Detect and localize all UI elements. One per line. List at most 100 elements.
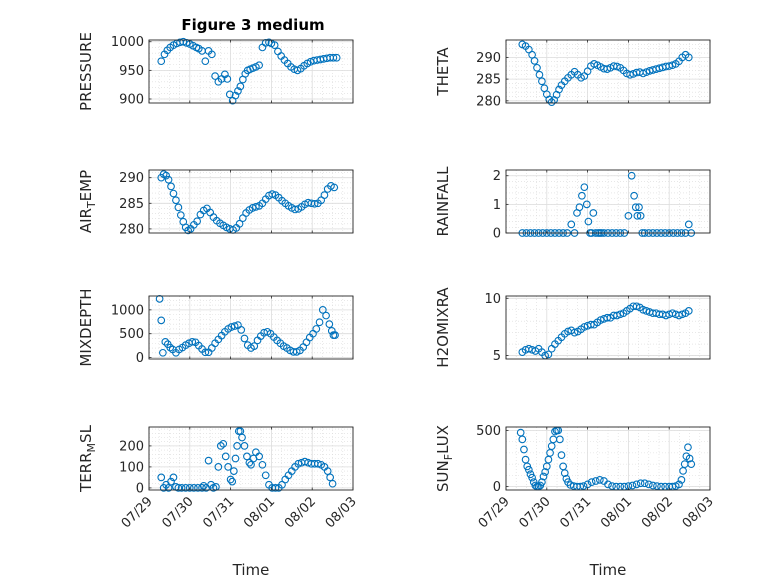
data-point: [157, 316, 166, 325]
data-point: [294, 459, 303, 468]
subplot-5: 0 500 1000 MIXDEPTH: [77, 288, 354, 367]
data-point: [185, 484, 194, 492]
data-point: [157, 57, 166, 66]
x-tick-label: 07/31: [200, 494, 237, 531]
data-point: [312, 325, 321, 333]
data-point: [580, 323, 589, 331]
axes-box: [148, 39, 354, 104]
x-tick-label: 07/29: [476, 494, 513, 531]
y-tick-label: 900: [119, 92, 144, 107]
data-point: [169, 189, 178, 198]
data-point: [326, 473, 335, 482]
data-point: [166, 343, 175, 352]
x-tick-label: 08/01: [241, 494, 278, 531]
data-point: [234, 87, 242, 95]
data-point: [230, 467, 238, 475]
data-point: [684, 307, 693, 315]
data-point: [582, 200, 591, 209]
data-point: [228, 477, 237, 486]
data-point: [567, 220, 576, 229]
data-point: [644, 480, 653, 489]
data-point: [270, 41, 279, 50]
data-point: [584, 217, 593, 226]
data-point: [547, 98, 556, 106]
data-point: [261, 471, 270, 480]
data-point: [255, 61, 264, 70]
data-point: [318, 305, 327, 314]
data-point: [179, 37, 188, 46]
axes-background: [506, 170, 710, 233]
data-point: [172, 196, 180, 205]
data-point: [181, 484, 190, 492]
data-point: [541, 468, 550, 476]
data-point: [533, 63, 541, 72]
data-point: [630, 191, 638, 200]
y-tick-label: 280: [119, 222, 144, 237]
data-point: [169, 473, 178, 482]
data-point: [626, 70, 634, 79]
data-point: [330, 183, 339, 192]
data-point: [570, 328, 579, 337]
data-point: [167, 477, 175, 486]
data-point: [258, 460, 267, 469]
data-point: [199, 481, 208, 490]
data-point: [687, 460, 696, 468]
data-point: [252, 203, 260, 211]
data-point: [250, 342, 259, 350]
y-tick-label: 1000: [111, 303, 144, 318]
data-point: [603, 313, 612, 322]
axes-box: [505, 39, 711, 104]
y-tick-label: 280: [476, 94, 501, 109]
data-point: [520, 445, 528, 454]
data-point: [315, 318, 324, 327]
data-point: [221, 70, 229, 79]
data-point: [174, 203, 183, 212]
x-tick-label: 07/31: [557, 494, 594, 531]
data-point: [528, 473, 536, 482]
x-axis-label: Time: [232, 561, 270, 579]
data-point: [193, 217, 201, 226]
data-point: [635, 203, 643, 212]
y-axis-label-main: AIR: [77, 208, 95, 233]
y-tick-label: 0: [136, 481, 144, 496]
data-point: [684, 53, 693, 62]
data-point: [627, 171, 636, 180]
data-point: [207, 50, 216, 59]
y-axis-label: AIRTEMP: [77, 170, 98, 233]
subplot-3: 280 285 290 AIRTEMP: [77, 169, 354, 237]
data-point: [245, 458, 254, 467]
axes-background: [506, 296, 710, 359]
y-axis-label-subscript: M: [85, 443, 98, 453]
data-point: [531, 481, 540, 490]
data-point: [233, 442, 241, 450]
data-point: [579, 482, 588, 490]
data-point: [636, 479, 645, 488]
y-axis-label: RAINFALL: [434, 166, 452, 237]
data-point: [535, 70, 544, 79]
y-tick-label: 0: [493, 227, 501, 242]
data-point: [221, 452, 230, 461]
y-tick-label: 0: [136, 351, 144, 366]
data-point: [325, 320, 334, 329]
y-axis-label-rest: SL: [77, 424, 95, 443]
data-point: [557, 451, 566, 459]
subplot-8: 0 500 07/29 07/30 07/31 08/01 08/02 08/03 Time SU…: [434, 424, 717, 579]
axes-background: [149, 170, 353, 233]
data-point: [684, 220, 693, 229]
figure-title: Figure 3 medium: [181, 16, 324, 34]
y-axis-label-main: SUN: [434, 460, 452, 492]
y-axis-label: SUNFLUX: [434, 425, 455, 492]
y-tick-label: 10: [484, 292, 501, 307]
x-tick-label: 08/03: [323, 494, 360, 531]
data-point: [684, 443, 692, 452]
data-point: [578, 191, 586, 200]
y-axis-label-subscript: F: [442, 454, 455, 460]
data-point: [161, 337, 170, 346]
data-point: [219, 439, 228, 448]
y-tick-label: 290: [476, 51, 501, 66]
y-axis-label-rest: LUX: [434, 425, 452, 454]
y-tick-label: 5: [493, 349, 501, 364]
data-point: [595, 476, 604, 484]
data-point: [524, 465, 533, 474]
data-point: [589, 209, 598, 217]
